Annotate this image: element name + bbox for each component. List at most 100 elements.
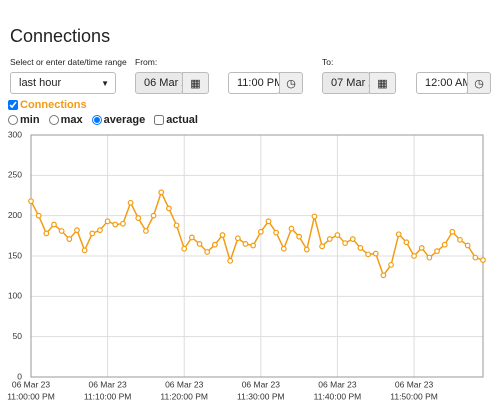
data-point — [143, 228, 149, 234]
x-tick-label: 11:20:00 PM — [160, 391, 208, 401]
data-point — [181, 245, 188, 252]
data-point — [311, 213, 318, 220]
x-tick-label: 06 Mar 23 — [318, 379, 357, 389]
from-date[interactable]: 06 Mar 2 — [135, 72, 183, 94]
data-point — [342, 240, 349, 246]
x-tick-label: 06 Mar 23 — [395, 379, 434, 389]
data-point — [127, 199, 134, 206]
option-label: actual — [166, 114, 198, 126]
data-point — [349, 236, 356, 242]
data-point — [388, 261, 394, 268]
data-point — [89, 230, 96, 237]
option[interactable]: min — [8, 114, 40, 126]
data-point — [28, 198, 34, 205]
radio[interactable] — [91, 115, 102, 125]
data-point — [196, 240, 203, 247]
to-time[interactable]: 12:00 AM — [416, 72, 468, 94]
from-label: From: — [135, 57, 158, 67]
data-point — [74, 227, 80, 234]
data-point — [227, 257, 234, 264]
data-point — [250, 242, 257, 249]
data-point — [403, 239, 410, 246]
data-point — [188, 234, 195, 241]
data-point — [135, 215, 142, 221]
y-tick-label: 0 — [17, 371, 22, 381]
option-label: average — [103, 114, 146, 126]
range-label: Select or enter date/time range — [10, 57, 127, 67]
data-point — [326, 236, 333, 242]
option-label: max — [60, 114, 83, 126]
range-select[interactable]: last hour ▼ — [10, 72, 116, 94]
checkbox[interactable] — [8, 100, 18, 110]
data-point — [97, 227, 103, 234]
data-point — [372, 250, 379, 257]
range-value: last hour — [19, 77, 62, 89]
data-point — [242, 240, 249, 247]
page-title: Connections — [10, 26, 111, 46]
data-point — [418, 245, 425, 251]
data-point — [296, 233, 303, 240]
data-point — [434, 248, 440, 255]
option[interactable]: average — [91, 114, 146, 126]
data-point — [104, 218, 111, 225]
data-point — [35, 212, 42, 219]
series-toggle-label: Connections — [20, 99, 87, 111]
series-toggle[interactable]: Connections — [8, 99, 87, 111]
data-point — [303, 246, 310, 253]
from-time[interactable]: 11:00 PM — [228, 72, 280, 94]
option[interactable]: actual — [154, 114, 198, 126]
data-point — [158, 189, 165, 196]
data-point — [457, 236, 463, 243]
data-point — [273, 229, 280, 236]
select-arrow: ▼ — [101, 78, 109, 88]
data-point — [441, 241, 448, 248]
option-label: min — [20, 114, 40, 126]
x-tick-label: 06 Mar 23 — [12, 379, 51, 389]
x-tick-label: 11:40:00 PM — [314, 391, 362, 401]
y-tick-label: 150 — [8, 250, 22, 260]
data-point — [43, 230, 50, 237]
data-point — [357, 245, 364, 251]
clock-button[interactable]: ◷ — [467, 72, 491, 94]
option-row: min max average actual — [8, 114, 198, 126]
checkbox[interactable] — [154, 115, 165, 125]
data-point — [380, 272, 387, 279]
clock-button[interactable]: ◷ — [279, 72, 303, 94]
x-tick-label: 06 Mar 23 — [165, 379, 204, 389]
to-date[interactable]: 07 Mar 2 — [322, 72, 370, 94]
to-time-value: 12:00 AM — [425, 77, 468, 89]
data-point — [173, 222, 180, 229]
data-point — [51, 221, 57, 228]
data-point — [81, 247, 88, 254]
data-point — [234, 235, 241, 242]
data-point — [280, 245, 287, 252]
radio[interactable] — [48, 115, 59, 125]
option[interactable]: max — [48, 114, 83, 126]
calendar-button[interactable]: ▦ — [182, 72, 209, 94]
from-time-value: 11:00 PM — [237, 77, 280, 89]
data-point — [464, 242, 471, 249]
data-point — [165, 205, 172, 212]
to-date-value: 07 Mar 2 — [331, 77, 369, 89]
x-tick-label: 06 Mar 23 — [242, 379, 281, 389]
data-point — [265, 218, 272, 225]
y-tick-label: 50 — [13, 331, 23, 341]
x-tick-label: 11:00:00 PM — [7, 391, 55, 401]
y-tick-label: 100 — [8, 291, 22, 301]
from-date-value: 06 Mar 2 — [144, 77, 182, 89]
to-label: To: — [322, 57, 334, 67]
x-tick-label: 11:10:00 PM — [84, 391, 132, 401]
data-point — [66, 236, 73, 242]
radio[interactable] — [8, 115, 18, 125]
data-point — [480, 257, 486, 263]
data-point — [334, 232, 341, 238]
data-point — [395, 231, 402, 238]
data-point — [472, 254, 479, 261]
calendar-button[interactable]: ▦ — [369, 72, 396, 94]
data-point — [319, 243, 326, 250]
series-line — [30, 190, 484, 277]
x-tick-label: 06 Mar 23 — [88, 379, 127, 389]
y-tick-label: 200 — [8, 210, 22, 220]
data-point — [426, 254, 433, 261]
